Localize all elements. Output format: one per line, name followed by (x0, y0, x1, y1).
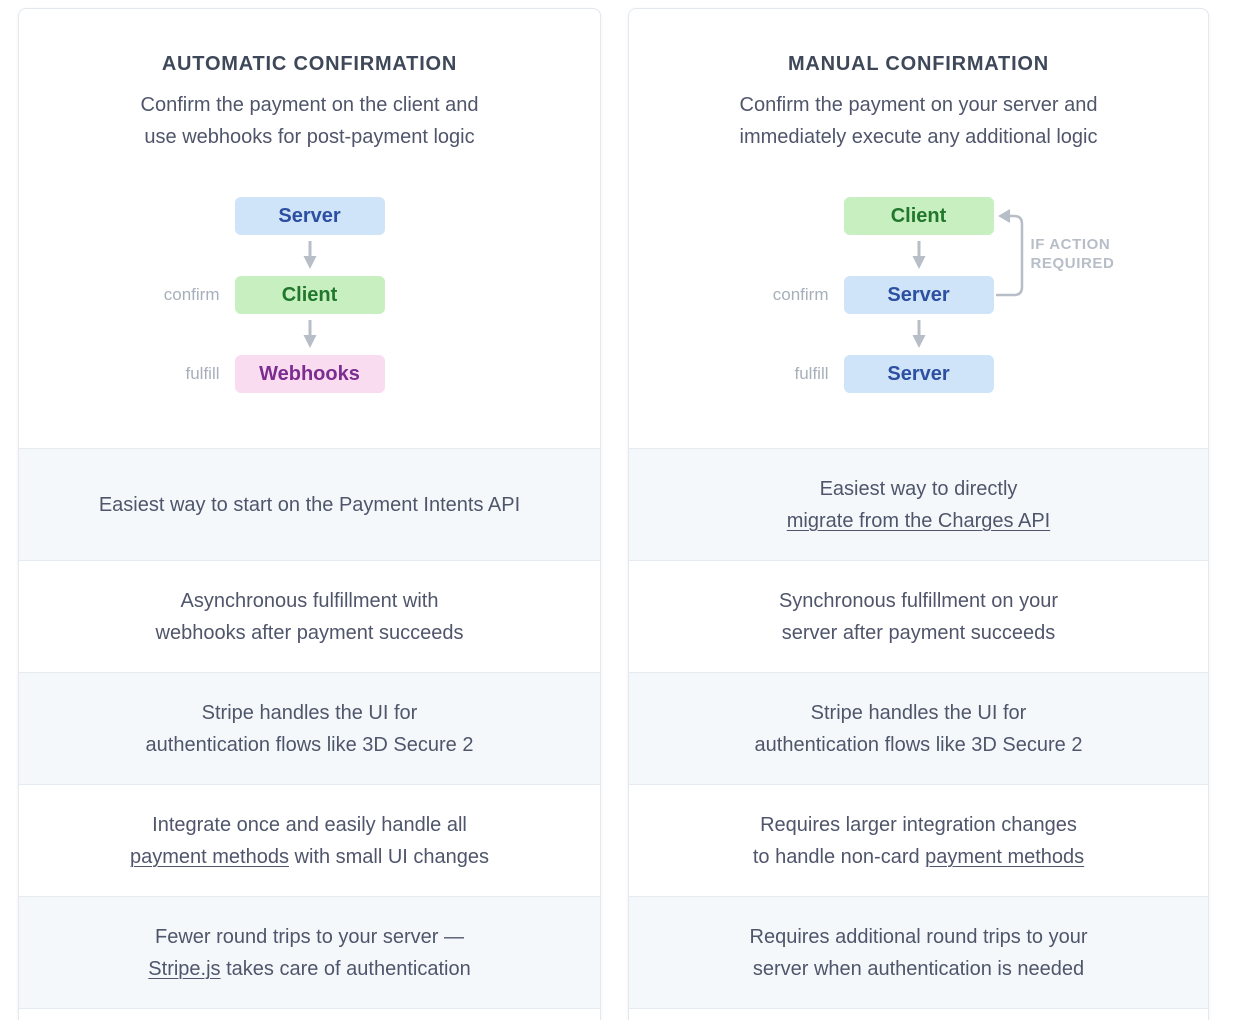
column-subtitle: Confirm the payment on the client and us… (140, 94, 479, 148)
comparison-row: Requires larger integration changes to h… (629, 784, 1208, 896)
comparison-row: Integrate once and easily handle all pay… (19, 784, 600, 896)
manual-confirmation-card: MANUAL CONFIRMATION Confirm the payment … (628, 8, 1209, 1020)
flow-box-label: Server (278, 204, 341, 227)
flow-box-label: Client (890, 204, 947, 227)
down-arrow-icon (911, 235, 927, 276)
row-text: Stripe handles the UI for authentication… (754, 701, 1083, 756)
automatic-comparison-rows: Easiest way to start on the Payment Inte… (19, 448, 600, 1020)
migrate-charges-api-link[interactable]: migrate from the Charges API (786, 509, 1051, 532)
down-arrow-icon (302, 235, 318, 276)
column-title: AUTOMATIC CONFIRMATION (161, 53, 458, 75)
comparison-row: Easiest way to directly migrate from the… (629, 448, 1208, 560)
comparison-row: Easiest way to start on the Payment Inte… (19, 448, 600, 560)
comparison-row: Stripe handles the UI for authentication… (19, 672, 600, 784)
comparison-row-partial (19, 1008, 600, 1020)
flow-box-label: Client (281, 283, 338, 306)
loop-arrow-icon (995, 205, 1028, 310)
side-label-confirm: confirm (163, 285, 220, 304)
stripejs-link[interactable]: Stripe.js (148, 957, 221, 980)
flow-box-server-fulfill: Server (843, 355, 994, 393)
row-text: Synchronous fulfillment on your server a… (778, 589, 1059, 644)
row-text: Stripe handles the UI for authentication… (145, 701, 474, 756)
row-text: Requires larger integration changes to h… (752, 813, 1085, 868)
comparison-row: Requires additional round trips to your … (629, 896, 1208, 1008)
row-text: Easiest way to start on the Payment Inte… (98, 493, 521, 516)
flow-box-client: Client (234, 276, 385, 314)
column-subtitle: Confirm the payment on your server and i… (739, 94, 1098, 148)
manual-comparison-rows: Easiest way to directly migrate from the… (629, 448, 1208, 1020)
loop-arrow-label: IF ACTION REQUIRED (1030, 236, 1115, 272)
manual-flow-diagram: Client Server Server confirm fulfill (629, 197, 1208, 393)
side-label-fulfill: fulfill (794, 364, 829, 383)
comparison-row: Asynchronous fulfillment with webhooks a… (19, 560, 600, 672)
comparison-row: Synchronous fulfillment on your server a… (629, 560, 1208, 672)
payment-methods-link[interactable]: payment methods (129, 845, 289, 868)
flow-box-server: Server (234, 197, 385, 235)
comparison-row: Stripe handles the UI for authentication… (629, 672, 1208, 784)
flow-box-client: Client (843, 197, 994, 235)
row-text: Fewer round trips to your server — Strip… (148, 925, 471, 980)
down-arrow-icon (302, 314, 318, 355)
down-arrow-icon (911, 314, 927, 355)
row-text: Requires additional round trips to your … (749, 925, 1088, 980)
row-text: Asynchronous fulfillment with webhooks a… (155, 589, 464, 644)
comparison-row: Fewer round trips to your server — Strip… (19, 896, 600, 1008)
side-label-confirm: confirm (772, 285, 829, 304)
flow-box-label: Webhooks (259, 362, 360, 385)
comparison-row-partial (629, 1008, 1208, 1020)
automatic-flow-diagram: Server Client Webhooks confirm fulfill (19, 197, 600, 393)
column-title: MANUAL CONFIRMATION (787, 53, 1050, 75)
flow-box-label: Server (887, 283, 950, 306)
manual-card-header: MANUAL CONFIRMATION Confirm the payment … (629, 9, 1208, 448)
automatic-card-header: AUTOMATIC CONFIRMATION Confirm the payme… (19, 9, 600, 448)
row-text: Easiest way to directly migrate from the… (786, 477, 1051, 532)
flow-box-server-confirm: Server (843, 276, 994, 314)
side-label-fulfill: fulfill (185, 364, 220, 383)
flow-box-webhooks: Webhooks (234, 355, 385, 393)
payment-methods-link[interactable]: payment methods (925, 845, 1085, 868)
automatic-confirmation-card: AUTOMATIC CONFIRMATION Confirm the payme… (18, 8, 601, 1020)
flow-box-label: Server (887, 362, 950, 385)
row-text: Integrate once and easily handle all pay… (129, 813, 490, 868)
